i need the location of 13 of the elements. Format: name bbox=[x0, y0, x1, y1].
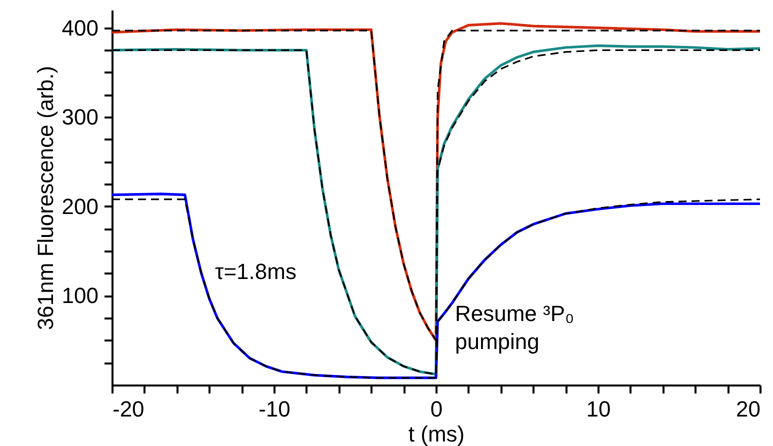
x-tick-label: 0 bbox=[430, 396, 443, 422]
x-tick-label: -20 bbox=[112, 396, 144, 422]
x-tick-label: 10 bbox=[586, 396, 611, 422]
y-tick-label: 200 bbox=[62, 194, 98, 219]
y-tick-label: 400 bbox=[62, 15, 98, 40]
x-tick-label: -10 bbox=[258, 396, 290, 422]
annotation: Resume ³P₀ pumping bbox=[455, 301, 574, 354]
y-axis-title: 361nm Fluorescence (arb.) bbox=[32, 66, 58, 330]
y-tick-label: 100 bbox=[62, 283, 98, 308]
y-tick-label: 300 bbox=[62, 104, 98, 130]
annotation: τ=1.8ms bbox=[215, 259, 296, 284]
x-tick-label: 20 bbox=[736, 396, 760, 422]
x-axis-title: t (ms) bbox=[408, 422, 465, 446]
